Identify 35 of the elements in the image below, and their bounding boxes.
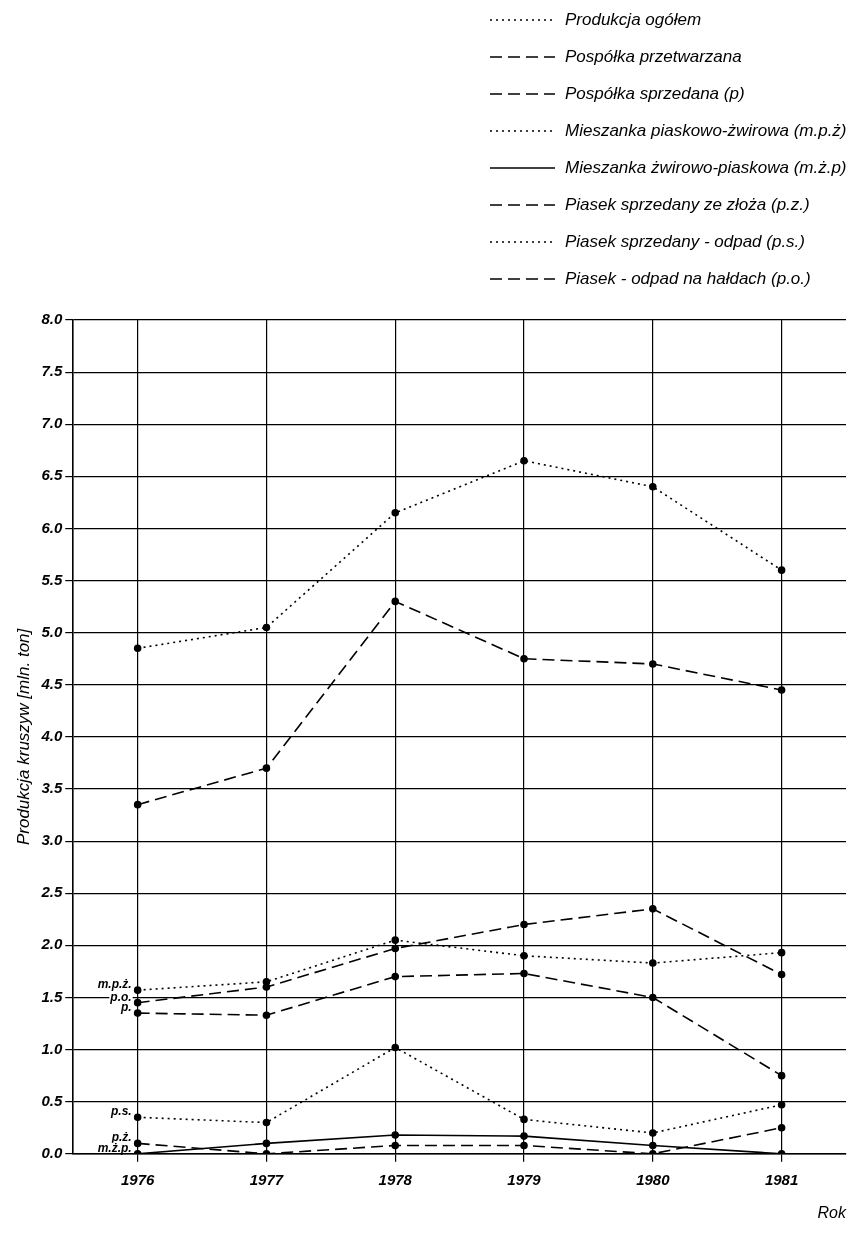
y-tick-label: 3.5 [41, 779, 63, 797]
y-tick-label: 4.5 [40, 674, 63, 692]
x-tick-label: 1981 [764, 1170, 799, 1188]
legend-label: Mieszanka żwirowo-piaskowa (m.ż.p) [565, 157, 847, 177]
x-tick-label: 1980 [636, 1170, 671, 1188]
y-tick-label: 2.5 [40, 883, 63, 901]
y-tick-label: 4.0 [40, 727, 63, 745]
y-tick-label: 7.5 [41, 362, 63, 380]
legend-label: Pospółka przetwarzana [565, 46, 742, 66]
y-tick-label: 6.5 [41, 466, 63, 484]
y-tick-label: 8.0 [41, 310, 63, 328]
legend-label: Piasek sprzedany - odpad (p.s.) [565, 231, 806, 251]
legend-label: Pospółka sprzedana (p) [565, 83, 745, 103]
y-axis-title: Produkcja kruszyw [mln. ton] [13, 627, 33, 846]
y-tick-label: 6.0 [41, 518, 63, 536]
y-tick-label: 3.0 [41, 831, 63, 849]
y-tick-label: 1.5 [41, 987, 63, 1005]
y-tick-label: 0.5 [41, 1091, 63, 1109]
y-tick-label: 0.0 [41, 1143, 63, 1161]
legend-label: Piasek sprzedany ze złoża (p.z.) [565, 194, 810, 214]
y-tick-label: 2.0 [40, 935, 63, 953]
y-tick-label: 1.0 [41, 1039, 63, 1057]
x-tick-label: 1977 [249, 1170, 284, 1188]
y-tick-label: 5.0 [41, 622, 63, 640]
annotation: p.s. [109, 1104, 132, 1119]
y-tick-label: 7.0 [41, 414, 63, 432]
legend-label: Piasek - odpad na hałdach (p.o.) [565, 268, 811, 288]
x-axis-title: Rok [817, 1203, 847, 1221]
legend-label: Produkcja ogółem [565, 9, 702, 29]
legend-label: Mieszanka piaskowo-żwirowa (m.p.ż) [565, 120, 847, 140]
y-tick-label: 5.5 [41, 570, 63, 588]
x-tick-label: 1979 [507, 1170, 542, 1188]
x-tick-label: 1976 [120, 1170, 155, 1188]
annotation: m.p.ż. [97, 977, 132, 992]
x-tick-label: 1978 [378, 1170, 413, 1188]
